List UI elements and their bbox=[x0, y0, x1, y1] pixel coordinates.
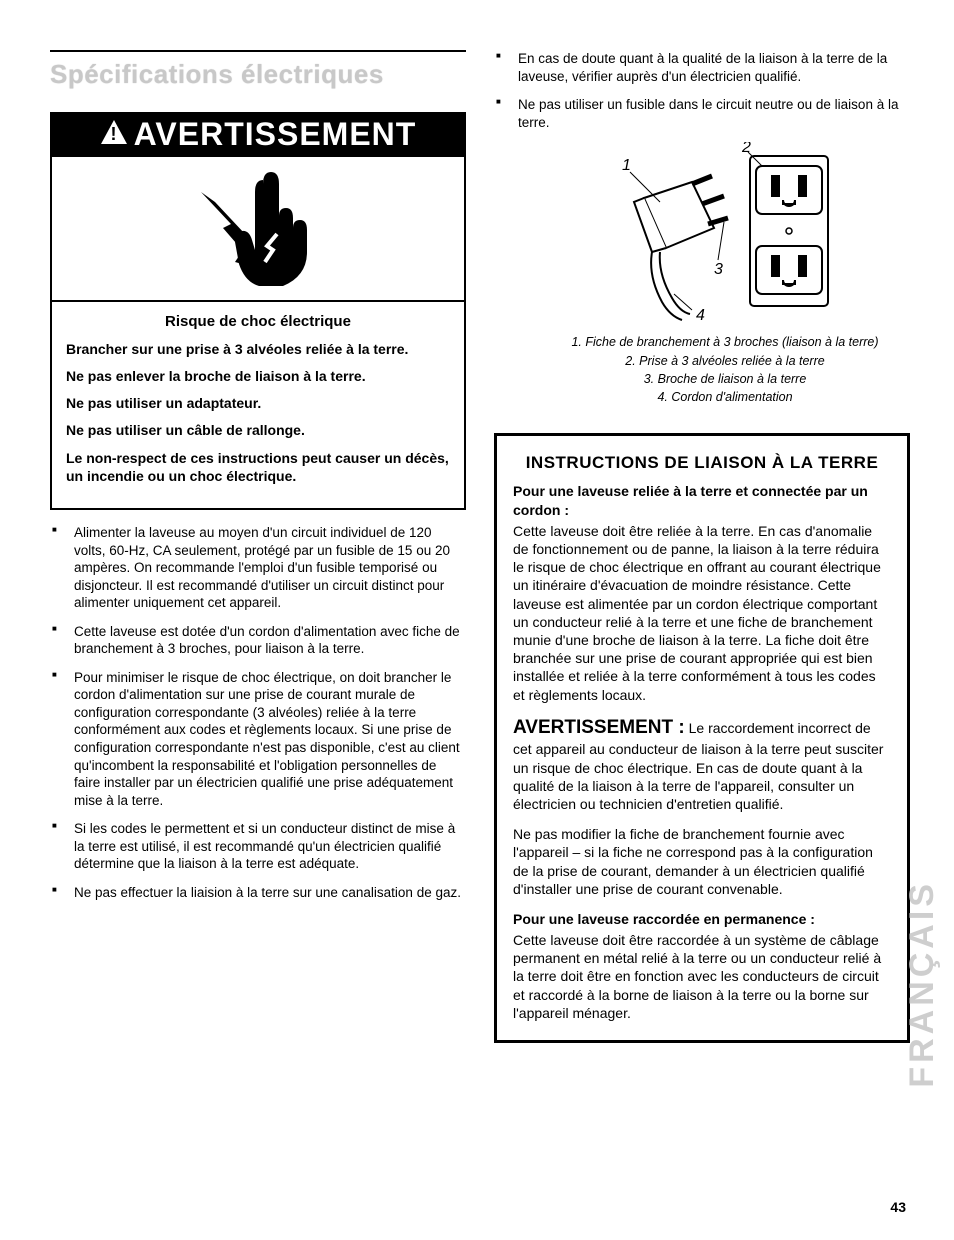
svg-text:!: ! bbox=[110, 124, 117, 144]
fig-label-4: 4 bbox=[696, 307, 705, 322]
legend-item: 1. Fiche de branchement à 3 broches (lia… bbox=[550, 334, 900, 350]
figure-legend: 1. Fiche de branchement à 3 broches (lia… bbox=[494, 334, 910, 405]
fig-label-3: 3 bbox=[714, 261, 723, 278]
ground-p1: Cette laveuse doit être reliée à la terr… bbox=[513, 522, 891, 704]
grounding-instructions-box: INSTRUCTIONS DE LIAISON À LA TERRE Pour … bbox=[494, 433, 910, 1043]
bullet-item: Alimenter la laveuse au moyen d'un circu… bbox=[50, 524, 466, 612]
language-side-label: FRANÇAIS bbox=[900, 880, 944, 1088]
legend-item: 3. Broche de liaison à la terre bbox=[550, 371, 900, 387]
ground-sub-2: Pour une laveuse raccordée en permanence… bbox=[513, 910, 891, 928]
ground-title: INSTRUCTIONS DE LIAISON À LA TERRE bbox=[513, 452, 891, 474]
page-number: 43 bbox=[890, 1198, 906, 1216]
warn-line-1: Brancher sur une prise à 3 alvéoles reli… bbox=[66, 340, 450, 358]
ground-warn-label: AVERTISSEMENT : bbox=[513, 717, 685, 738]
ground-sub-1: Pour une laveuse reliée à la terre et co… bbox=[513, 482, 891, 518]
legend-item: 4. Cordon d'alimentation bbox=[550, 389, 900, 405]
bullet-item: Si les codes le permettent et si un cond… bbox=[50, 820, 466, 873]
risk-heading: Risque de choc électrique bbox=[66, 312, 450, 332]
fig-label-2: 2 bbox=[741, 142, 751, 156]
rule-top bbox=[50, 50, 466, 52]
warning-box: ! AVERTISSEMENT Risque de choc électriqu… bbox=[50, 112, 466, 510]
left-bullets: Alimenter la laveuse au moyen d'un circu… bbox=[50, 524, 466, 901]
right-column: En cas de doute quant à la qualité de la… bbox=[494, 50, 910, 1043]
bullet-item: En cas de doute quant à la qualité de la… bbox=[494, 50, 910, 85]
warning-banner-text: AVERTISSEMENT bbox=[134, 114, 417, 156]
warn-line-5: Le non-respect de ces instructions peut … bbox=[66, 449, 450, 485]
left-column: Spécifications électriques ! AVERTISSEME… bbox=[50, 50, 466, 1043]
right-top-bullets: En cas de doute quant à la qualité de la… bbox=[494, 50, 910, 131]
ground-warning-paragraph: AVERTISSEMENT : Le raccordement incorrec… bbox=[513, 716, 891, 813]
legend-item: 2. Prise à 3 alvéoles reliée à la terre bbox=[550, 353, 900, 369]
warning-body: Risque de choc électrique Brancher sur u… bbox=[52, 302, 464, 508]
ground-p4: Cette laveuse doit être raccordée à un s… bbox=[513, 931, 891, 1022]
warn-line-3: Ne pas utiliser un adaptateur. bbox=[66, 394, 450, 412]
alert-triangle-icon: ! bbox=[100, 114, 128, 156]
bullet-item: Ne pas effectuer la liaision à la terre … bbox=[50, 884, 466, 902]
warn-line-4: Ne pas utiliser un câble de rallonge. bbox=[66, 421, 450, 439]
plug-outlet-figure: 1 2 3 4 1. Fiche de branchement à 3 broc… bbox=[494, 142, 910, 405]
bullet-item: Cette laveuse est dotée d'un cordon d'al… bbox=[50, 623, 466, 658]
shock-hand-icon bbox=[52, 157, 464, 302]
bullet-item: Pour minimiser le risque de choc électri… bbox=[50, 669, 466, 809]
bullet-item: Ne pas utiliser un fusible dans le circu… bbox=[494, 96, 910, 131]
section-title: Spécifications électriques bbox=[50, 58, 466, 92]
warn-line-2: Ne pas enlever la broche de liaison à la… bbox=[66, 367, 450, 385]
warning-banner: ! AVERTISSEMENT bbox=[52, 114, 464, 158]
fig-label-1: 1 bbox=[622, 157, 631, 174]
ground-p3: Ne pas modifier la fiche de branchement … bbox=[513, 825, 891, 898]
